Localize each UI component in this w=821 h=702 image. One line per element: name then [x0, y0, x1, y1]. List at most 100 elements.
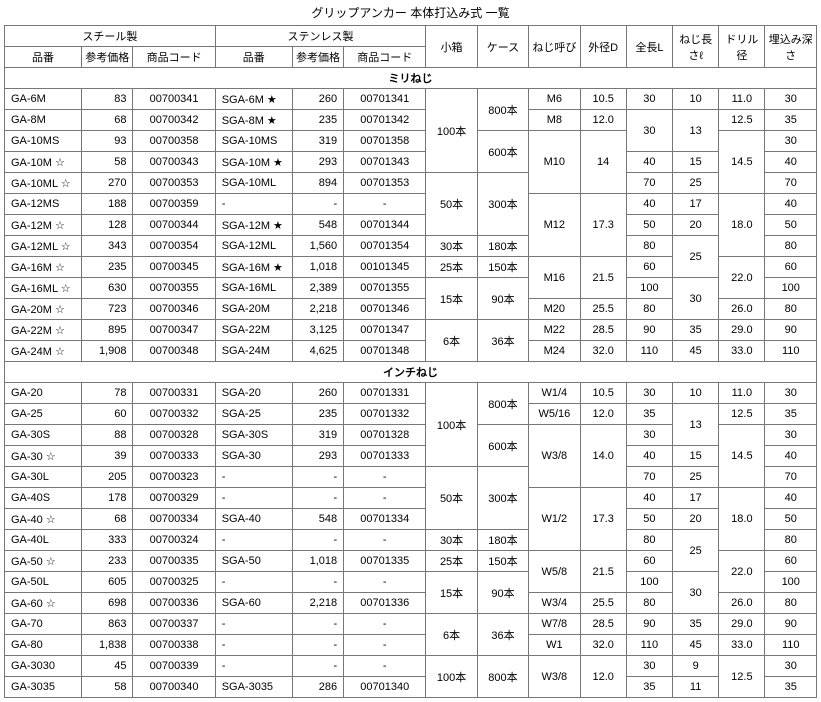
cell-sus-price: 235 — [292, 110, 343, 131]
cell-depth: 40 — [765, 488, 817, 509]
cell-sus-name: SGA-12ML — [215, 236, 292, 257]
table-row: GA-80 1,838 00700338 - - - W1 32.0 110 4… — [5, 635, 817, 656]
cell-depth: 35 — [765, 110, 817, 131]
cell-steel-name: GA-70 — [5, 614, 82, 635]
cell-steel-code: 00700353 — [133, 173, 215, 194]
cell-sus-name: - — [215, 614, 292, 635]
cell-thread: M20 — [529, 299, 580, 320]
cell-thread: M8 — [529, 110, 580, 131]
cell-steel-price: 233 — [82, 551, 133, 572]
cell-steel-price: 39 — [82, 446, 133, 467]
table-row: GA-40S 178 00700329 - - - W1/2 17.3 40 1… — [5, 488, 817, 509]
cell-sus-name: SGA-8M ★ — [215, 110, 292, 131]
cell-thread: M22 — [529, 320, 580, 341]
cell-steel-price: 333 — [82, 530, 133, 551]
cell-sus-price: 2,218 — [292, 593, 343, 614]
cell-steel-name: GA-20 — [5, 383, 82, 404]
cell-small: 50本 — [426, 467, 477, 530]
cell-depth: 80 — [765, 299, 817, 320]
table-row: GA-30 ☆ 39 00700333 SGA-30 293 00701333 … — [5, 446, 817, 467]
cell-e: 9 — [673, 656, 719, 677]
cell-small: 25本 — [426, 551, 477, 572]
cell-steel-price: 178 — [82, 488, 133, 509]
cell-steel-code: 00700331 — [133, 383, 215, 404]
cell-depth: 60 — [765, 257, 817, 278]
cell-sus-price: 235 — [292, 404, 343, 425]
table-header: スチール製 ステンレス製 小箱 ケース ねじ呼び 外径D 全長L ねじ長さℓ ド… — [5, 26, 817, 68]
cell-l: 80 — [626, 299, 672, 320]
cell-sus-code: 00701355 — [344, 278, 426, 299]
cell-drill: 11.0 — [719, 89, 765, 110]
cell-sus-code: 00701340 — [344, 677, 426, 698]
cell-small: 15本 — [426, 278, 477, 320]
cell-sus-price: 293 — [292, 152, 343, 173]
hdr-d: 外径D — [580, 26, 626, 68]
cell-sus-code: - — [344, 488, 426, 509]
cell-steel-name: GA-6M — [5, 89, 82, 110]
cell-case: 800本 — [477, 656, 528, 698]
hdr-price: 参考価格 — [82, 47, 133, 68]
cell-steel-name: GA-30L — [5, 467, 82, 488]
cell-steel-price: 630 — [82, 278, 133, 299]
hdr-thread: ねじ呼び — [529, 26, 580, 68]
section-mm: ミリねじ — [5, 68, 817, 89]
cell-drill: 26.0 — [719, 593, 765, 614]
cell-steel-code: 00700348 — [133, 341, 215, 362]
cell-sus-price: 3,125 — [292, 320, 343, 341]
cell-drill: 22.0 — [719, 551, 765, 593]
cell-sus-code: 00701328 — [344, 425, 426, 446]
hdr-depth: 埋込み深さ — [765, 26, 817, 68]
cell-sus-name: SGA-20 — [215, 383, 292, 404]
cell-steel-name: GA-20M ☆ — [5, 299, 82, 320]
cell-sus-price: 293 — [292, 446, 343, 467]
cell-sus-price: 319 — [292, 131, 343, 152]
cell-steel-price: 205 — [82, 467, 133, 488]
cell-steel-code: 00700358 — [133, 131, 215, 152]
cell-d: 28.5 — [580, 614, 626, 635]
cell-sus-price: 1,560 — [292, 236, 343, 257]
cell-sus-code: 00701346 — [344, 299, 426, 320]
table-row: GA-25 60 00700332 SGA-25 235 00701332 W5… — [5, 404, 817, 425]
cell-steel-name: GA-3035 — [5, 677, 82, 698]
hdr-small: 小箱 — [426, 26, 477, 68]
cell-steel-code: 00700338 — [133, 635, 215, 656]
cell-small: 30本 — [426, 530, 477, 551]
cell-l: 90 — [626, 614, 672, 635]
cell-depth: 30 — [765, 425, 817, 446]
cell-steel-price: 83 — [82, 89, 133, 110]
cell-steel-price: 45 — [82, 656, 133, 677]
cell-steel-name: GA-40 ☆ — [5, 509, 82, 530]
cell-l: 90 — [626, 320, 672, 341]
cell-e: 20 — [673, 509, 719, 530]
cell-e: 25 — [673, 530, 719, 572]
cell-depth: 100 — [765, 278, 817, 299]
cell-sus-code: 00701342 — [344, 110, 426, 131]
cell-sus-name: SGA-12M ★ — [215, 215, 292, 236]
cell-sus-name: SGA-40 — [215, 509, 292, 530]
hdr-e: ねじ長さℓ — [673, 26, 719, 68]
cell-case: 300本 — [477, 173, 528, 236]
cell-sus-name: SGA-10MS — [215, 131, 292, 152]
cell-case: 90本 — [477, 278, 528, 320]
cell-small: 6本 — [426, 320, 477, 362]
cell-sus-name: - — [215, 488, 292, 509]
cell-steel-name: GA-10ML ☆ — [5, 173, 82, 194]
cell-l: 60 — [626, 551, 672, 572]
cell-l: 35 — [626, 677, 672, 698]
cell-l: 40 — [626, 488, 672, 509]
cell-case: 180本 — [477, 530, 528, 551]
cell-small: 50本 — [426, 173, 477, 236]
cell-sus-name: SGA-30S — [215, 425, 292, 446]
cell-d: 17.3 — [580, 488, 626, 551]
cell-depth: 40 — [765, 446, 817, 467]
cell-thread: W1 — [529, 635, 580, 656]
cell-e: 30 — [673, 572, 719, 614]
table-row: GA-10ML ☆ 270 00700353 SGA-10ML 894 0070… — [5, 173, 817, 194]
cell-sus-name: - — [215, 572, 292, 593]
cell-steel-name: GA-12MS — [5, 194, 82, 215]
cell-depth: 30 — [765, 131, 817, 152]
cell-steel-name: GA-30 ☆ — [5, 446, 82, 467]
cell-steel-name: GA-12M ☆ — [5, 215, 82, 236]
cell-small: 6本 — [426, 614, 477, 656]
cell-sus-price: - — [292, 614, 343, 635]
